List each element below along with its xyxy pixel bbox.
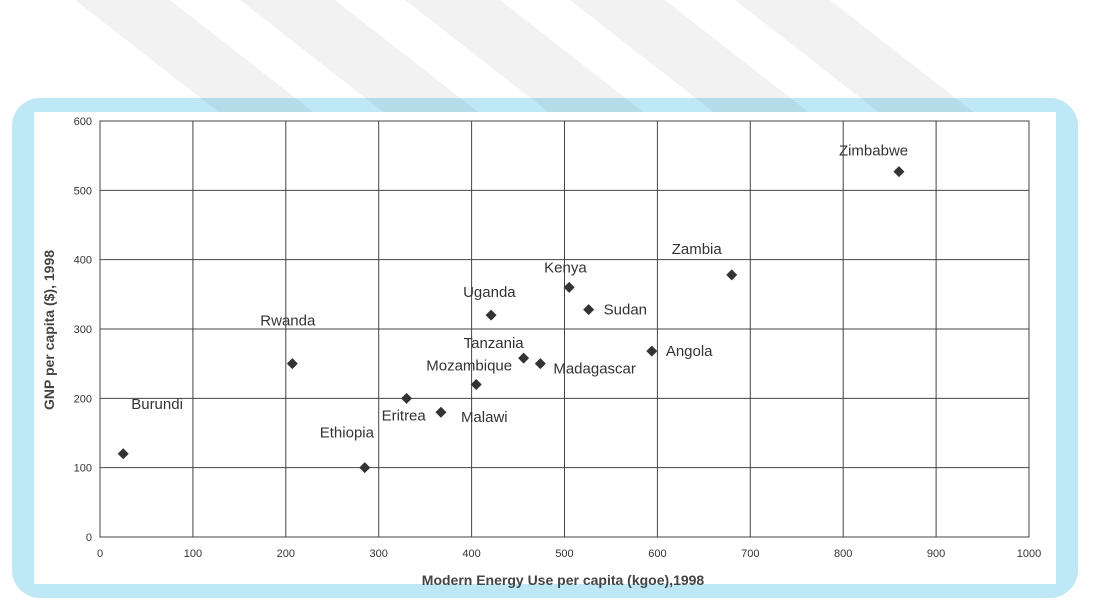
point-labels: Burundi Rwanda Ethiopia Eritrea Malawi Mozamb… [131,143,908,442]
data-point [286,358,298,370]
x-tick-labels: 0 100 200 300 400 500 600 700 800 900 1000 [97,548,1041,560]
point-label: Burundi [131,396,183,413]
point-label: Malawi [461,409,508,426]
x-tick-label: 800 [834,548,852,560]
data-point [583,304,595,316]
x-tick-label: 500 [555,548,573,560]
y-tick-label: 200 [74,393,92,405]
point-label: Eritrea [382,407,427,424]
y-tick-label: 500 [74,185,92,197]
x-tick-label: 200 [277,548,295,560]
plot-background [34,112,1056,584]
y-tick-label: 600 [74,116,92,128]
y-tick-label: 300 [74,324,92,336]
y-tick-label: 0 [86,532,92,544]
x-tick-label: 300 [370,548,388,560]
point-label: Mozambique [426,357,512,374]
x-tick-label: 100 [184,548,202,560]
data-point [726,269,738,281]
data-point [563,281,575,293]
data-point [893,166,905,178]
point-label: Uganda [463,284,516,301]
x-tick-label: 700 [741,548,759,560]
data-point [646,345,658,357]
data-point [435,406,447,418]
data-point [485,309,497,321]
data-point [117,448,129,460]
data-point [401,392,413,404]
point-label: Sudan [604,302,647,319]
x-tick-label: 600 [648,548,666,560]
point-label: Madagascar [553,361,636,378]
y-tick-label: 100 [74,463,92,475]
x-tick-label: 0 [97,548,103,560]
x-axis-title: Modern Energy Use per capita (kgoe),1998 [422,572,705,588]
data-point [518,352,530,364]
data-point [359,462,371,474]
data-point [470,378,482,390]
data-point [534,358,546,370]
data-points [117,166,905,474]
x-tick-label: 900 [927,548,945,560]
point-label: Rwanda [260,313,316,330]
y-tick-labels: 0 100 200 300 400 500 600 [74,116,92,544]
point-label: Angola [666,343,713,360]
point-label: Zimbabwe [839,143,908,160]
point-label: Kenya [544,259,587,276]
point-label: Tanzania [464,335,525,352]
point-label: Zambia [672,241,723,258]
grid-lines [99,120,1030,538]
x-tick-label: 400 [462,548,480,560]
y-axis-title: GNP per capita ($), 1998 [41,250,57,410]
y-tick-label: 400 [74,255,92,267]
x-tick-label: 1000 [1017,548,1041,560]
watermark [75,0,990,125]
point-label: Ethiopia [320,425,375,442]
